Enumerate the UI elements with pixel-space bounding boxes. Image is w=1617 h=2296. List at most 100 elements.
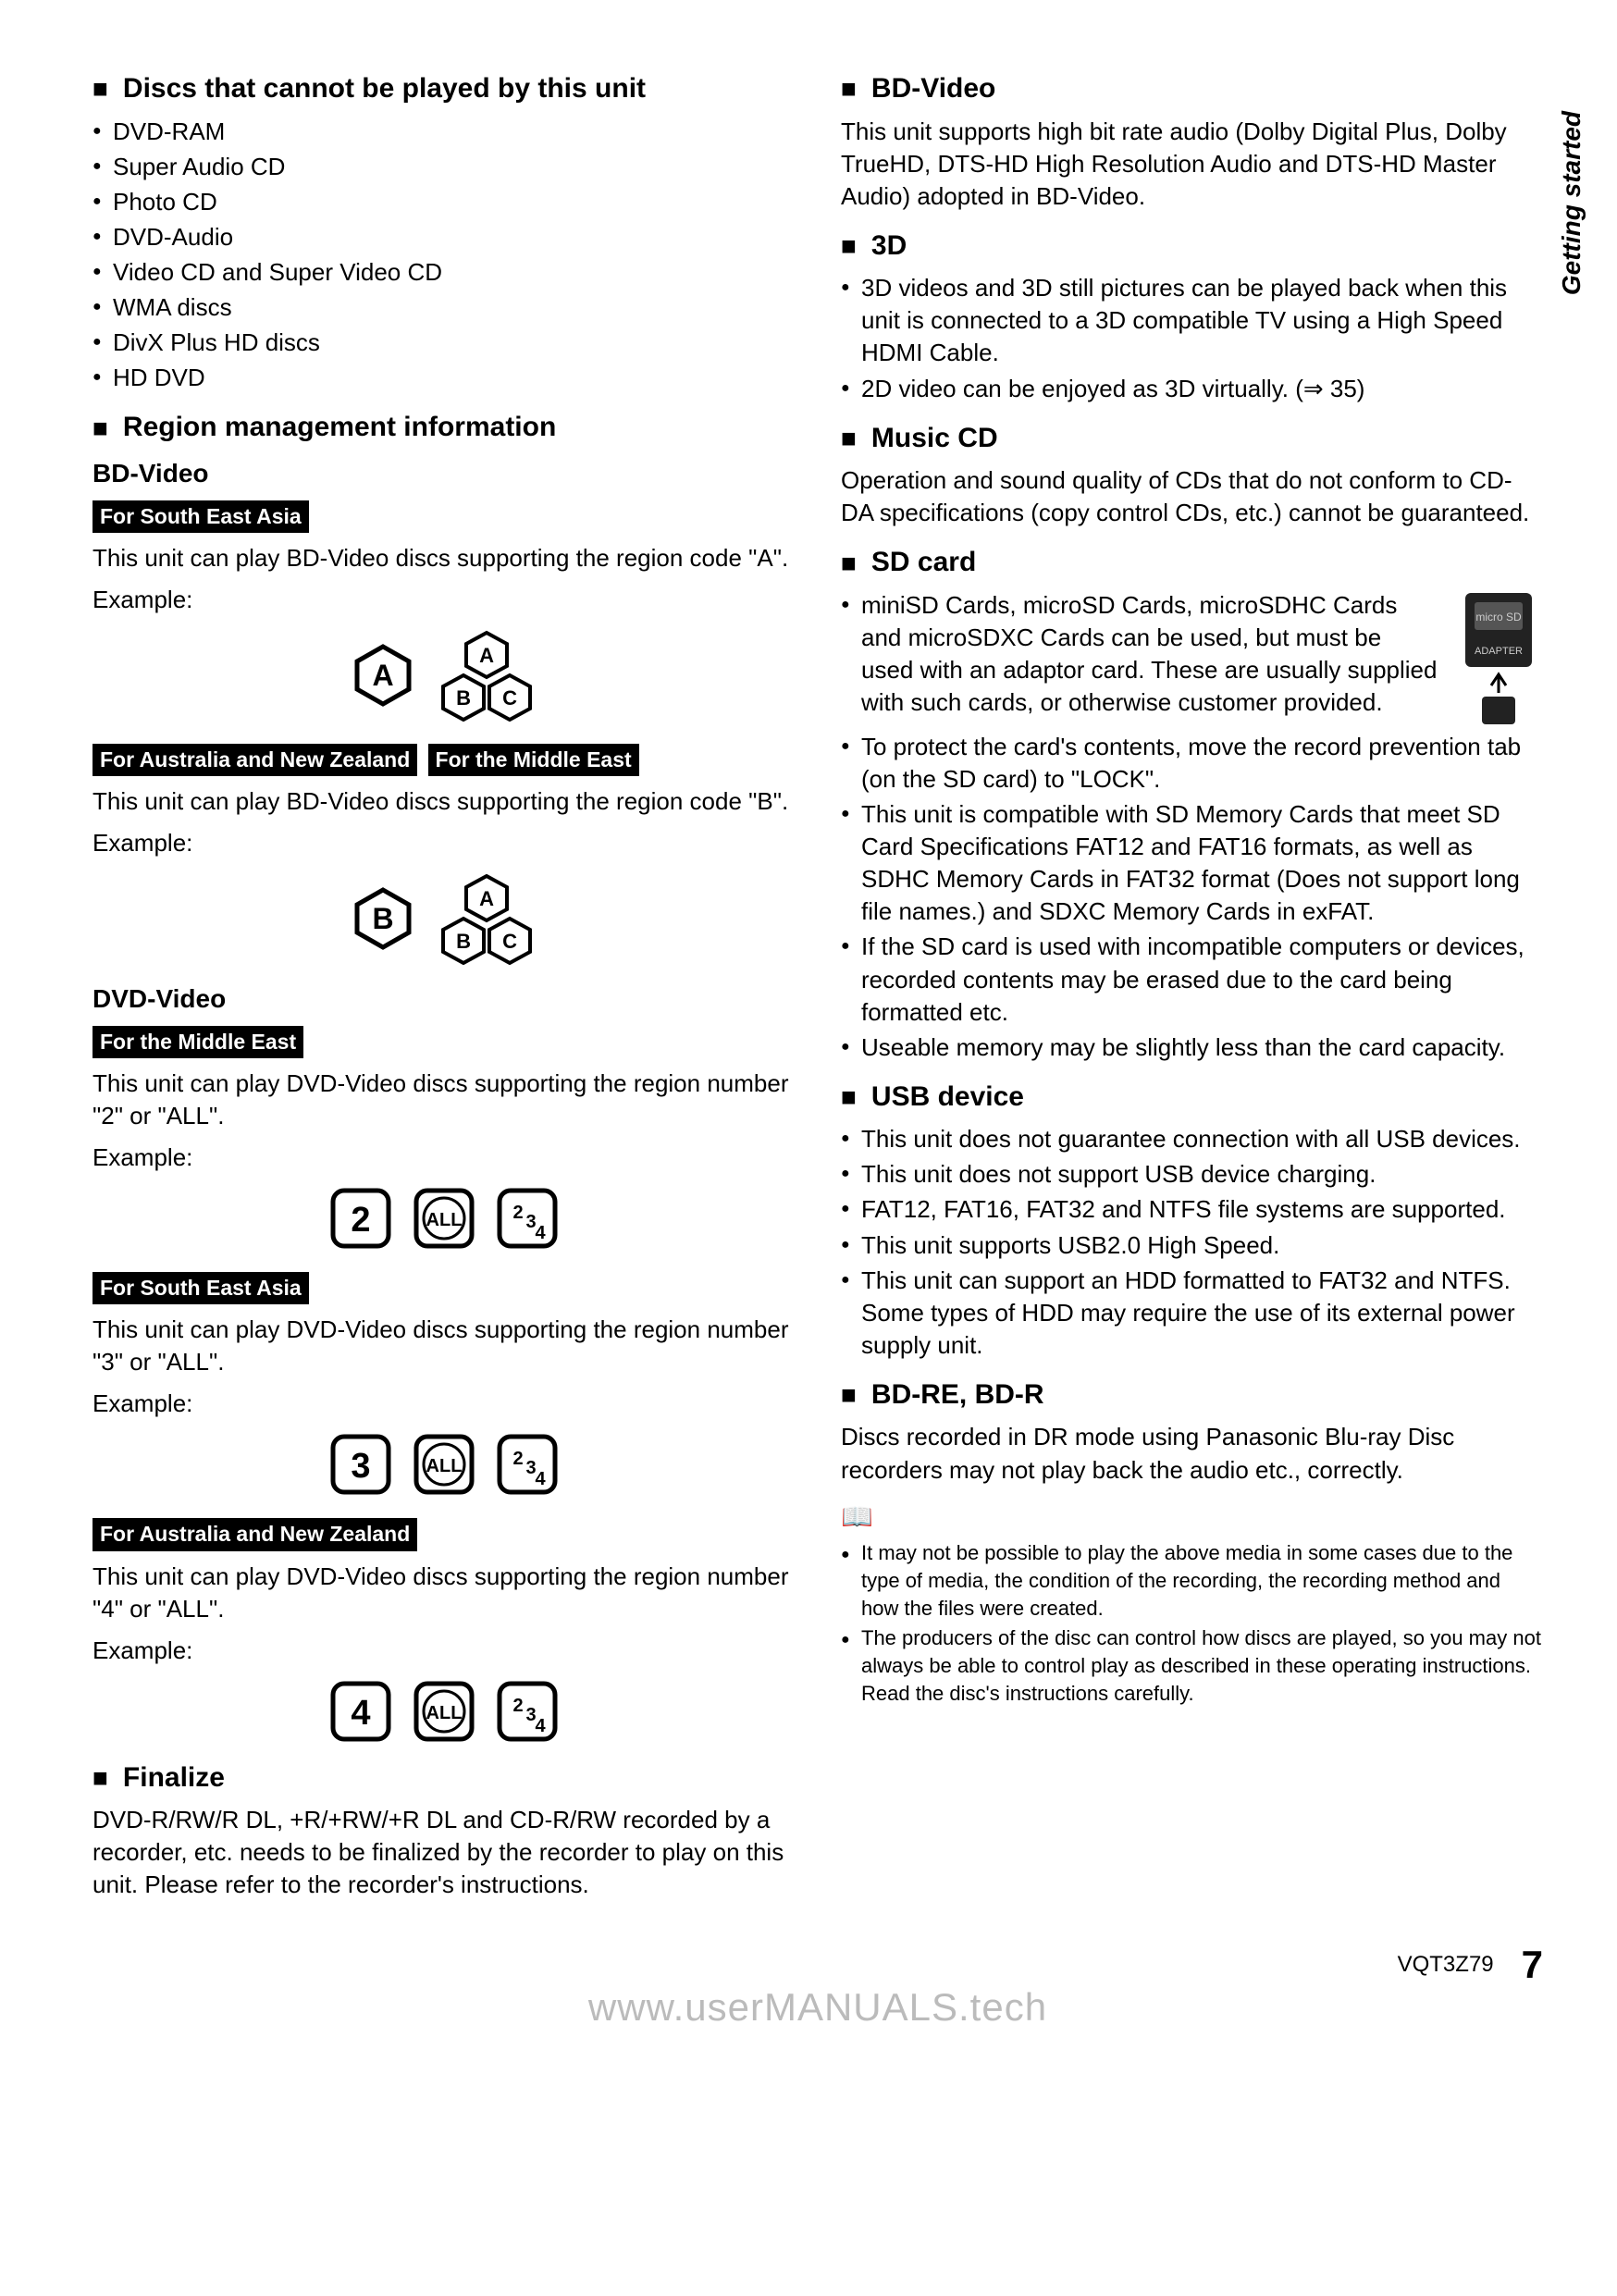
- heading-dvd-video: DVD-Video: [93, 981, 795, 1017]
- list-item: 3D videos and 3D still pictures can be p…: [841, 272, 1543, 369]
- heading-cannot-play: Discs that cannot be played by this unit: [93, 70, 795, 108]
- hex-a-icon: A: [351, 643, 415, 708]
- svg-text:2: 2: [512, 1203, 523, 1223]
- list-item: Super Audio CD: [93, 151, 795, 183]
- page-number: 7: [1522, 1939, 1543, 1992]
- list-item: 2D video can be enjoyed as 3D virtually.…: [841, 373, 1543, 405]
- svg-text:ALL: ALL: [426, 1703, 462, 1723]
- list-item: This unit supports USB2.0 High Speed.: [841, 1229, 1543, 1262]
- list-item: The producers of the disc can control ho…: [841, 1624, 1543, 1707]
- list-item: This unit can support an HDD formatted t…: [841, 1265, 1543, 1362]
- list-item: Photo CD: [93, 186, 795, 218]
- threeD-list: 3D videos and 3D still pictures can be p…: [841, 272, 1543, 404]
- body-text: Operation and sound quality of CDs that …: [841, 464, 1543, 529]
- dvd-region-all-icon: ALL: [413, 1433, 475, 1496]
- svg-text:4: 4: [535, 1469, 546, 1489]
- body-text: This unit supports high bit rate audio (…: [841, 116, 1543, 213]
- example-label: Example:: [93, 1388, 795, 1420]
- bd-region-a-icons: A A B C: [93, 629, 795, 722]
- svg-text:B: B: [456, 686, 471, 710]
- list-item: DVD-Audio: [93, 221, 795, 253]
- hex-abc-icon: A B C: [436, 872, 537, 965]
- svg-text:micro SD: micro SD: [1475, 611, 1522, 623]
- svg-text:A: A: [372, 659, 393, 692]
- notes-list: It may not be possible to play the above…: [841, 1539, 1543, 1707]
- body-text: This unit can play DVD-Video discs suppo…: [93, 1314, 795, 1378]
- dvd-region-3-icons: 3 ALL 234: [93, 1433, 795, 1496]
- list-item: DivX Plus HD discs: [93, 327, 795, 359]
- body-text: Discs recorded in DR mode using Panasoni…: [841, 1421, 1543, 1486]
- body-text: This unit can play BD-Video discs suppor…: [93, 542, 795, 574]
- hex-b-icon: B: [351, 886, 415, 951]
- sd-list: miniSD Cards, microSD Cards, microSDHC C…: [841, 589, 1543, 1064]
- example-label: Example:: [93, 1635, 795, 1667]
- note-icon: 📖: [841, 1500, 1543, 1535]
- region-badge: For Australia and New Zealand: [93, 1518, 417, 1550]
- list-item: WMA discs: [93, 291, 795, 324]
- dvd-region-3-icon: 3: [329, 1433, 392, 1496]
- svg-text:ADAPTER: ADAPTER: [1475, 646, 1523, 657]
- sd-adapter-icon: micro SD ADAPTER: [1450, 589, 1543, 728]
- heading-usb: USB device: [841, 1079, 1543, 1117]
- body-text: DVD-R/RW/R DL, +R/+RW/+R DL and CD-R/RW …: [93, 1804, 795, 1901]
- list-item: It may not be possible to play the above…: [841, 1539, 1543, 1622]
- heading-region: Region management information: [93, 409, 795, 447]
- svg-text:2: 2: [512, 1696, 523, 1716]
- side-tab: Getting started: [1554, 111, 1589, 295]
- list-item: miniSD Cards, microSD Cards, microSDHC C…: [841, 589, 1543, 728]
- list-item: DVD-RAM: [93, 116, 795, 148]
- dvd-region-multi-icon: 234: [496, 1433, 559, 1496]
- list-item: To protect the card's contents, move the…: [841, 731, 1543, 796]
- list-item: This unit is compatible with SD Memory C…: [841, 798, 1543, 928]
- svg-text:2: 2: [512, 1449, 523, 1469]
- svg-text:B: B: [456, 930, 471, 953]
- list-item: If the SD card is used with incompatible…: [841, 931, 1543, 1028]
- region-badge: For South East Asia: [93, 500, 309, 533]
- heading-bd-video: BD-Video: [93, 456, 795, 491]
- heading-bd-video-r: BD-Video: [841, 70, 1543, 108]
- svg-text:4: 4: [535, 1716, 546, 1736]
- heading-sd-card: SD card: [841, 544, 1543, 582]
- svg-text:A: A: [479, 887, 494, 910]
- watermark: www.userMANUALS.tech: [93, 1981, 1543, 2034]
- hex-abc-icon: A B C: [436, 629, 537, 722]
- svg-text:C: C: [502, 930, 517, 953]
- region-badge: For Australia and New Zealand: [93, 744, 417, 776]
- example-label: Example:: [93, 827, 795, 859]
- region-badge: For the Middle East: [428, 744, 639, 776]
- svg-text:2: 2: [351, 1201, 370, 1240]
- dvd-region-all-icon: ALL: [413, 1680, 475, 1743]
- left-column: Discs that cannot be played by this unit…: [93, 56, 795, 1911]
- body-text: This unit can play DVD-Video discs suppo…: [93, 1561, 795, 1625]
- heading-3d: 3D: [841, 228, 1543, 265]
- dvd-region-all-icon: ALL: [413, 1187, 475, 1250]
- region-badge: For South East Asia: [93, 1272, 309, 1304]
- svg-text:B: B: [372, 902, 393, 935]
- dvd-region-multi-icon: 234: [496, 1680, 559, 1743]
- right-column: BD-Video This unit supports high bit rat…: [841, 56, 1543, 1911]
- svg-text:ALL: ALL: [426, 1456, 462, 1476]
- list-item: FAT12, FAT16, FAT32 and NTFS file system…: [841, 1193, 1543, 1226]
- region-badge: For the Middle East: [93, 1026, 303, 1058]
- heading-finalize: Finalize: [93, 1759, 795, 1797]
- list-item: HD DVD: [93, 362, 795, 394]
- dvd-region-2-icons: 2 ALL 234: [93, 1187, 795, 1250]
- usb-list: This unit does not guarantee connection …: [841, 1123, 1543, 1362]
- heading-music-cd: Music CD: [841, 420, 1543, 458]
- list-item: This unit does not support USB device ch…: [841, 1158, 1543, 1191]
- list-item: Useable memory may be slightly less than…: [841, 1031, 1543, 1064]
- list-item: Video CD and Super Video CD: [93, 256, 795, 289]
- svg-text:ALL: ALL: [426, 1210, 462, 1230]
- dvd-region-4-icons: 4 ALL 234: [93, 1680, 795, 1743]
- body-text: This unit can play BD-Video discs suppor…: [93, 785, 795, 818]
- svg-text:C: C: [502, 686, 517, 710]
- svg-text:A: A: [479, 644, 494, 667]
- dvd-region-2-icon: 2: [329, 1187, 392, 1250]
- svg-text:3: 3: [351, 1447, 370, 1486]
- svg-text:4: 4: [351, 1694, 370, 1733]
- example-label: Example:: [93, 584, 795, 616]
- doc-code: VQT3Z79: [1398, 1950, 1494, 1980]
- heading-bdre: BD-RE, BD-R: [841, 1376, 1543, 1414]
- body-text: This unit can play DVD-Video discs suppo…: [93, 1068, 795, 1132]
- dvd-region-multi-icon: 234: [496, 1187, 559, 1250]
